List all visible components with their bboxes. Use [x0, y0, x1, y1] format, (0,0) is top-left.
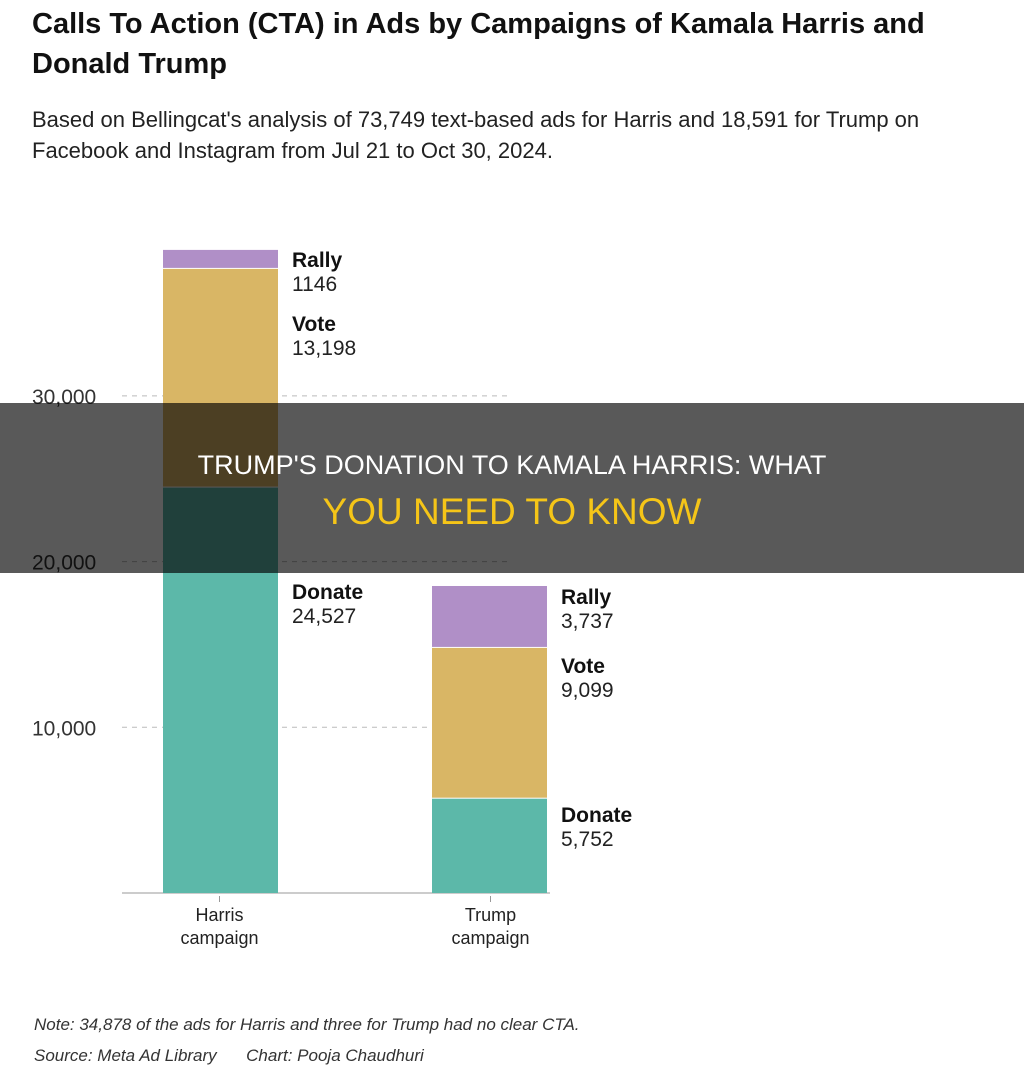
segment-label-name: Vote [292, 313, 336, 336]
segment-label-value: 1146 [292, 273, 337, 296]
bar-segment-donate [432, 798, 547, 893]
bar-segment-rally [432, 585, 547, 647]
chart-source-line: Source: Meta Ad Library Chart: Pooja Cha… [34, 1046, 424, 1066]
chart-title: Calls To Action (CTA) in Ads by Campaign… [32, 8, 925, 80]
chart-subtitle: Based on Bellingcat's analysis of 73,749… [32, 107, 920, 163]
headline-line-2: YOU NEED TO KNOW [322, 491, 702, 532]
segment-label-value: 13,198 [292, 337, 356, 360]
segment-label-name: Rally [292, 249, 343, 272]
chart-source: Source: Meta Ad Library [34, 1046, 217, 1065]
segment-label-value: 5,752 [561, 828, 614, 851]
headline-banner: TRUMP'S DONATION TO KAMALA HARRIS: WHAT … [0, 403, 1024, 573]
x-category-label: campaign [180, 928, 258, 948]
segment-label-name: Donate [561, 804, 632, 827]
segment-label-name: Vote [561, 655, 605, 678]
y-tick-label: 10,000 [32, 717, 96, 740]
segment-label-value: 9,099 [561, 679, 614, 702]
bar-segment-rally [163, 249, 278, 268]
segment-label-name: Donate [292, 581, 363, 604]
x-category-label: Harris [196, 905, 244, 925]
chart-note: Note: 34,878 of the ads for Harris and t… [34, 1015, 580, 1034]
bar-segment-vote [432, 647, 547, 798]
x-category-label: Trump [465, 905, 516, 925]
segment-label-name: Rally [561, 586, 612, 609]
chart-credit: Chart: Pooja Chaudhuri [246, 1046, 424, 1065]
segment-label-value: 24,527 [292, 605, 356, 628]
segment-label-value: 3,737 [561, 610, 614, 633]
x-category-label: campaign [451, 928, 529, 948]
headline-line-1: TRUMP'S DONATION TO KAMALA HARRIS: WHAT [197, 450, 827, 480]
